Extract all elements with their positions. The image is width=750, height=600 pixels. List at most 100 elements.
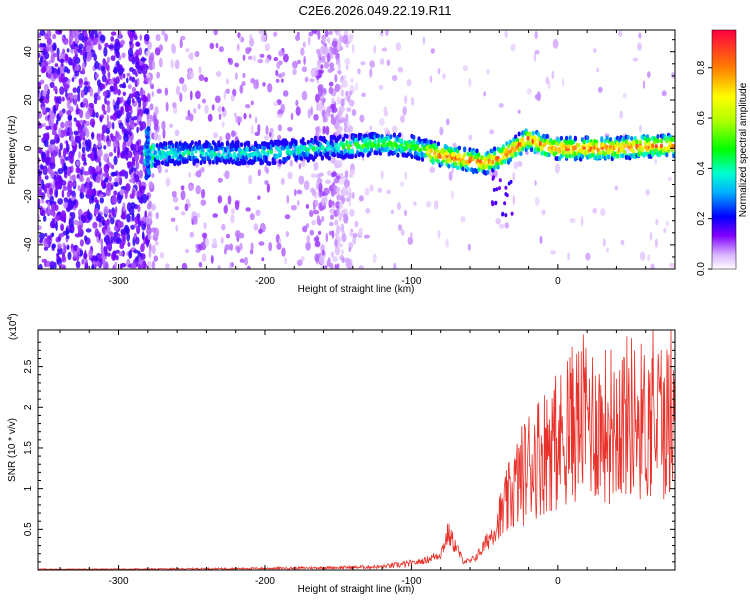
noise-speck xyxy=(66,48,70,53)
noise-speck xyxy=(340,195,346,205)
ridge-cell xyxy=(672,153,675,159)
noise-speck xyxy=(81,146,86,154)
noise-speck xyxy=(345,90,348,97)
noise-speck xyxy=(101,104,106,112)
noise-speck xyxy=(77,185,81,192)
noise-speck xyxy=(198,66,202,74)
noise-speck xyxy=(360,61,366,66)
noise-speck xyxy=(337,243,344,248)
noise-speck xyxy=(46,149,50,160)
ridge-cell xyxy=(164,141,168,147)
noise-speck xyxy=(348,192,354,198)
noise-speck xyxy=(85,182,90,189)
ridge-cell xyxy=(517,131,521,137)
noise-speck xyxy=(517,161,523,167)
noise-speck xyxy=(60,58,64,67)
noise-speck xyxy=(284,257,288,265)
noise-speck xyxy=(346,107,352,112)
x-tick-label: -200 xyxy=(255,276,275,287)
noise-speck xyxy=(349,231,354,238)
ridge-cell xyxy=(236,143,240,149)
ridge-cell xyxy=(306,147,310,153)
ridge-cell xyxy=(225,140,230,146)
colorbar-tick-label: 0.8 xyxy=(696,60,707,74)
noise-speck xyxy=(213,30,218,36)
noise-speck xyxy=(51,149,57,158)
ridge-cell xyxy=(603,138,607,144)
noise-speck xyxy=(132,116,138,121)
snr-y-label: SNR (10 * v/v) xyxy=(7,418,18,482)
noise-speck xyxy=(510,43,516,52)
ridge-cell xyxy=(208,159,212,165)
ridge-cell xyxy=(659,138,664,144)
spectrogram-y-label: Frequency (Hz) xyxy=(7,116,18,185)
noise-speck xyxy=(130,224,135,230)
noise-speck xyxy=(567,252,570,261)
noise-speck xyxy=(321,249,325,256)
noise-speck xyxy=(71,226,75,232)
noise-speck xyxy=(269,131,272,138)
noise-speck xyxy=(663,227,667,234)
noise-speck xyxy=(337,42,341,51)
noise-speck xyxy=(430,48,435,54)
noise-speck xyxy=(44,84,49,91)
noise-speck xyxy=(187,109,191,117)
ridge-cell xyxy=(171,154,175,160)
noise-speck xyxy=(80,169,84,176)
noise-speck xyxy=(448,171,453,182)
noise-speck xyxy=(247,55,253,60)
noise-speck xyxy=(84,36,89,41)
ridge-cell xyxy=(312,146,316,152)
noise-speck xyxy=(277,134,282,140)
noise-speck xyxy=(337,70,342,75)
noise-speck xyxy=(218,113,222,120)
noise-speck xyxy=(72,87,78,93)
noise-speck xyxy=(140,244,144,252)
ridge-cell xyxy=(377,142,381,148)
noise-speck xyxy=(403,209,408,216)
noise-speck xyxy=(437,68,441,75)
ridge-cell xyxy=(529,147,534,153)
noise-speck xyxy=(252,55,256,62)
noise-speck xyxy=(258,241,265,246)
noise-speck xyxy=(112,121,115,130)
noise-speck xyxy=(85,129,90,138)
noise-speck xyxy=(236,43,240,52)
noise-speck xyxy=(667,176,672,181)
ridge-cell xyxy=(345,140,349,145)
noise-speck xyxy=(200,199,207,206)
noise-speck xyxy=(179,77,185,84)
noise-speck xyxy=(38,225,42,231)
noise-speck xyxy=(71,77,75,82)
noise-speck xyxy=(127,150,133,159)
ridge-cell xyxy=(204,151,208,157)
ridge-cell xyxy=(196,158,200,164)
noise-speck xyxy=(257,123,261,134)
noise-speck xyxy=(50,169,55,179)
noise-speck xyxy=(249,37,255,47)
noise-speck xyxy=(126,72,131,77)
noise-speck xyxy=(295,106,301,116)
noise-speck xyxy=(78,151,81,159)
ridge-cell xyxy=(176,144,180,150)
ridge-cell xyxy=(501,155,505,160)
noise-speck xyxy=(397,224,403,231)
noise-speck xyxy=(103,135,106,143)
noise-speck xyxy=(264,180,269,185)
noise-speck xyxy=(112,135,117,141)
ridge-cell xyxy=(580,154,585,160)
noise-speck xyxy=(332,256,338,262)
noise-speck xyxy=(113,80,117,91)
noise-speck xyxy=(248,113,252,119)
noise-speck xyxy=(114,206,118,215)
noise-speck xyxy=(103,110,107,115)
noise-speck xyxy=(59,142,63,151)
ridge-cell xyxy=(630,136,634,141)
noise-speck xyxy=(120,262,127,268)
noise-speck xyxy=(188,69,194,80)
noise-speck xyxy=(73,245,78,252)
noise-speck xyxy=(209,42,215,50)
noise-speck xyxy=(49,139,56,146)
ridge-cell xyxy=(672,144,675,149)
ridge-cell xyxy=(354,153,358,159)
